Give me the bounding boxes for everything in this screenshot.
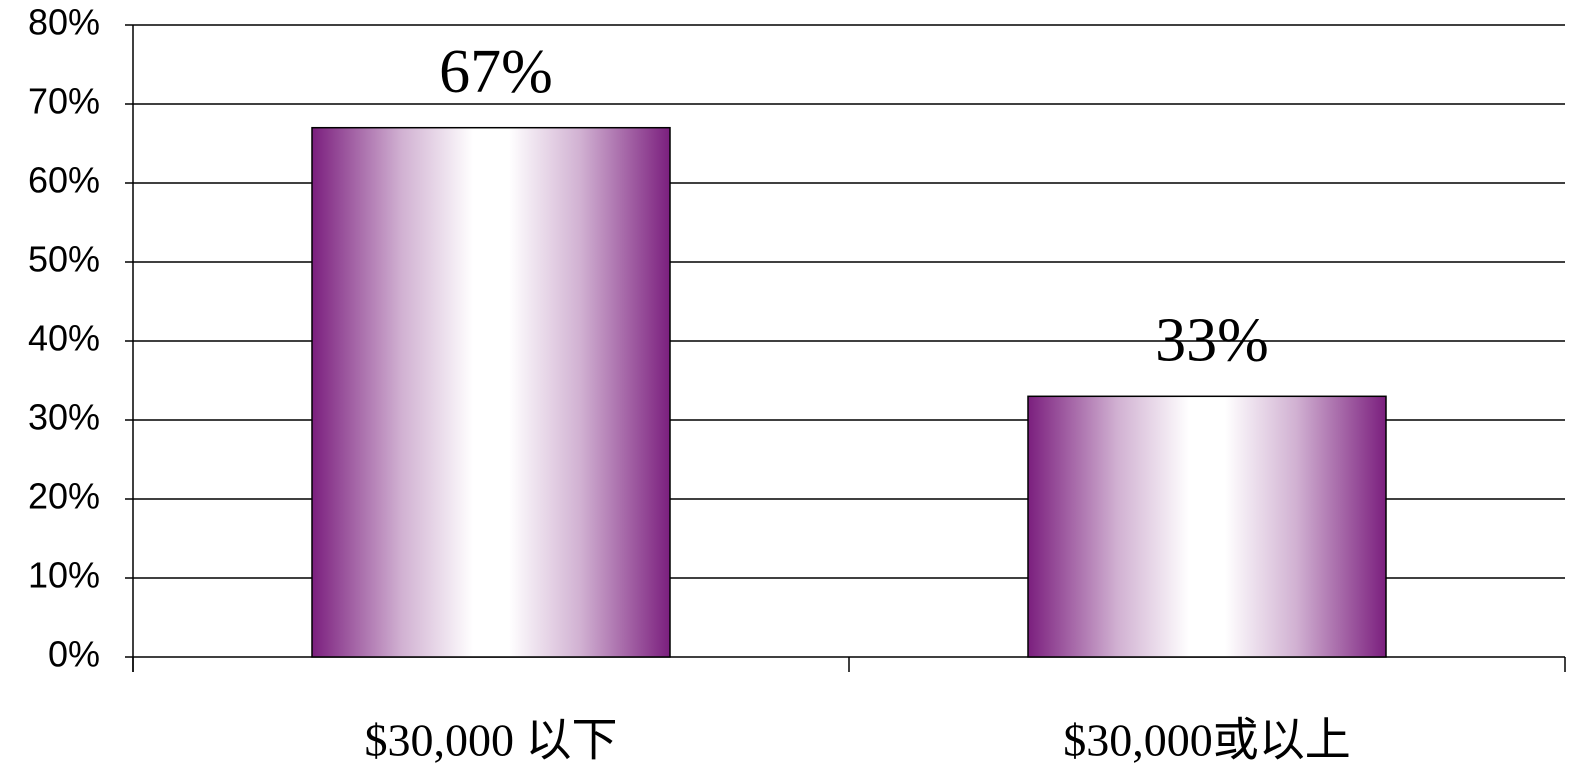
y-tick-label: 10% [28,555,100,596]
y-tick-label: 70% [28,81,100,122]
x-tick-label: $30,000或以上 [1063,715,1351,766]
y-tick-label: 80% [28,2,100,43]
x-tick-label: $30,000 以下 [365,715,618,766]
y-tick-label: 30% [28,397,100,438]
y-tick-label: 40% [28,318,100,359]
y-tick-label: 60% [28,160,100,201]
value-label: 67% [439,38,553,106]
bar [1027,395,1387,658]
y-tick-label: 20% [28,476,100,517]
y-tick-label: 50% [28,239,100,280]
value-label: 33% [1155,307,1269,375]
y-tick-label: 0% [48,634,100,675]
bar [311,126,671,658]
